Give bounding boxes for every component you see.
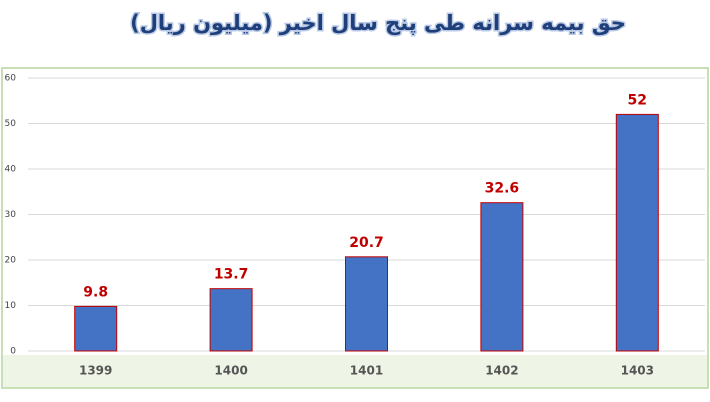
value-label: 52: [628, 92, 647, 108]
bar: [74, 305, 118, 352]
y-tick-label: 30: [5, 210, 17, 220]
y-tick-label: 0: [10, 347, 16, 357]
y-tick-label: 10: [5, 301, 17, 311]
y-tick-label: 40: [5, 165, 17, 175]
x-tick-label: 1401: [350, 364, 383, 378]
value-label: 13.7: [214, 267, 249, 283]
chart-title: حق بیمه سرانه طی پنج سال اخیر (میلیون ری…: [130, 11, 626, 35]
y-tick-label: 20: [5, 256, 17, 266]
bar: [209, 288, 253, 352]
x-tick-label: 1399: [79, 364, 112, 378]
x-tick-label: 1403: [621, 364, 654, 378]
x-tick-label: 1400: [214, 364, 247, 378]
bar: [345, 256, 388, 352]
bar: [615, 113, 659, 352]
category-band: [3, 355, 707, 387]
y-tick-label: 60: [5, 74, 17, 84]
x-tick-label: 1402: [485, 364, 518, 378]
bar: [480, 202, 524, 352]
y-tick-label: 50: [5, 119, 17, 129]
value-label: 9.8: [83, 284, 108, 300]
value-label: 20.7: [349, 235, 384, 251]
value-label: 32.6: [485, 181, 520, 197]
